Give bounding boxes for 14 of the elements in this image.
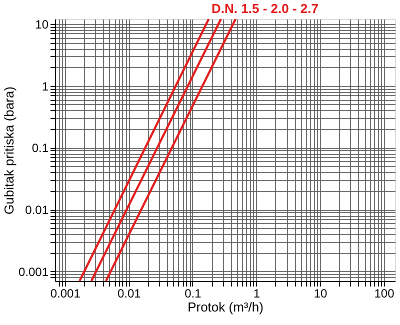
x-tick-label: 1 — [253, 286, 260, 300]
chart-title: D.N. 1.5 - 2.0 - 2.7 — [212, 0, 318, 16]
y-tick-label: 0.001 — [18, 264, 49, 279]
x-tick-label: 0.1 — [184, 286, 202, 300]
y-tick-label: 0.1 — [32, 141, 49, 156]
y-tick-label: 10 — [35, 17, 49, 32]
y-tick-label: 0.01 — [25, 203, 49, 218]
x-tick-label: 100 — [374, 286, 395, 300]
x-tick-label: 0.01 — [117, 286, 142, 300]
y-tick-label: 1 — [42, 79, 49, 94]
x-axis-title: Protok (m³/h) — [188, 300, 264, 314]
x-tick-label: 0.001 — [50, 286, 81, 300]
x-tick-label: 10 — [314, 286, 328, 300]
y-axis-title: Gubitak pritiska (bara) — [1, 86, 16, 214]
